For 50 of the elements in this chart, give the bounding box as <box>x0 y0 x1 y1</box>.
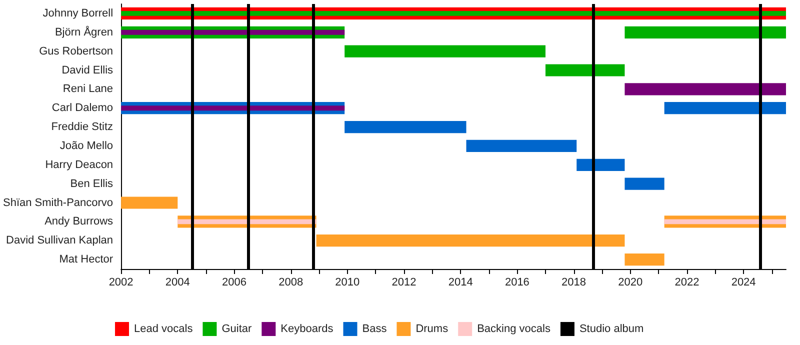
y-tick-label: Björn Ågren <box>54 25 114 38</box>
y-tick-label: David Sullivan Kaplan <box>6 234 114 247</box>
bar <box>664 219 786 224</box>
legend-label: Keyboards <box>280 323 334 335</box>
bar <box>664 102 786 114</box>
y-tick-label: Freddie Stitz <box>51 121 114 134</box>
bar <box>576 158 625 171</box>
legend-label: Bass <box>362 323 388 335</box>
bar <box>545 64 625 76</box>
x-tick-label: 2002 <box>108 276 134 288</box>
x-tick-label: 2014 <box>448 276 473 288</box>
y-tick-label: Harry Deacon <box>45 158 114 171</box>
legend-label: Guitar <box>222 323 252 335</box>
legend-label: Backing vocals <box>477 323 551 335</box>
legend-label: Drums <box>416 323 449 335</box>
bar <box>178 219 316 224</box>
x-tick-label: 2008 <box>278 276 304 288</box>
x-tick-label: 2018 <box>562 276 586 288</box>
x-tick-label: 2012 <box>392 276 416 288</box>
x-tick-label: 2016 <box>504 276 530 288</box>
bar <box>466 140 577 152</box>
y-tick-label: João Mello <box>60 140 114 152</box>
x-tick-label: 2010 <box>335 276 360 288</box>
bar <box>121 30 345 35</box>
y-tick-label: Reni Lane <box>62 83 114 96</box>
bar <box>624 83 786 96</box>
y-tick-label: Johnny Borrell <box>42 7 114 20</box>
x-tick-label: 2020 <box>618 276 643 288</box>
x-tick-label: 2024 <box>731 276 756 288</box>
bar <box>316 234 625 247</box>
bar <box>624 253 664 266</box>
y-tick-label: David Ellis <box>62 64 114 76</box>
legend-label: Studio album <box>579 323 644 335</box>
y-tick-label: Shïan Smith-Pancorvo <box>2 196 114 209</box>
y-tick-label: Mat Hector <box>59 254 114 266</box>
y-tick-label: Carl Dalemo <box>52 102 114 114</box>
bar <box>121 196 178 209</box>
y-tick-label: Ben Ellis <box>70 178 114 190</box>
x-tick-label: 2004 <box>165 276 190 288</box>
y-tick-label: Andy Burrows <box>44 216 114 228</box>
bar <box>624 178 664 190</box>
bar <box>121 106 345 111</box>
legend-label: Lead vocals <box>134 323 194 335</box>
bar <box>624 26 786 38</box>
x-tick-label: 2006 <box>222 276 246 288</box>
y-tick-label: Gus Robertson <box>39 45 114 58</box>
x-tick-label: 2022 <box>674 276 700 288</box>
bar <box>121 11 786 16</box>
bar <box>344 45 546 58</box>
bar <box>344 120 466 134</box>
